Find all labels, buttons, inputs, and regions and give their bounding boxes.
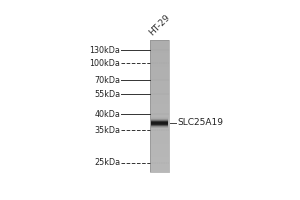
- Text: 40kDa: 40kDa: [94, 110, 120, 119]
- Bar: [150, 127, 169, 129]
- Bar: [150, 114, 169, 116]
- Text: 70kDa: 70kDa: [94, 76, 120, 85]
- Bar: [150, 106, 169, 108]
- Bar: [150, 57, 169, 58]
- Bar: [150, 78, 169, 80]
- Bar: [150, 111, 169, 113]
- Bar: [150, 109, 169, 111]
- Bar: [150, 80, 169, 81]
- Bar: [150, 124, 169, 126]
- Bar: [150, 155, 169, 157]
- Text: 35kDa: 35kDa: [94, 126, 120, 135]
- Bar: [150, 131, 169, 132]
- Bar: [150, 152, 169, 154]
- Bar: [150, 42, 169, 43]
- Bar: [150, 150, 169, 152]
- Bar: [150, 160, 169, 162]
- Text: 100kDa: 100kDa: [89, 59, 120, 68]
- Bar: [150, 98, 169, 99]
- Bar: [150, 52, 169, 53]
- Bar: [150, 146, 169, 147]
- Bar: [150, 104, 169, 106]
- Bar: [150, 67, 169, 68]
- Bar: [150, 60, 169, 62]
- Bar: [150, 40, 169, 172]
- Bar: [150, 43, 169, 45]
- Bar: [150, 75, 169, 76]
- Bar: [150, 99, 169, 101]
- Bar: [150, 90, 169, 91]
- Bar: [150, 45, 169, 47]
- Bar: [150, 118, 169, 119]
- Bar: [150, 159, 169, 160]
- Bar: [150, 58, 169, 60]
- Bar: [150, 169, 169, 170]
- Bar: [150, 108, 169, 109]
- Bar: [150, 86, 169, 88]
- Bar: [150, 91, 169, 93]
- Bar: [150, 162, 169, 164]
- Text: SLC25A19: SLC25A19: [177, 118, 223, 127]
- Bar: [150, 116, 169, 118]
- Bar: [150, 132, 169, 134]
- Bar: [150, 53, 169, 55]
- Bar: [150, 157, 169, 159]
- Text: 55kDa: 55kDa: [94, 90, 120, 99]
- Bar: [150, 55, 169, 57]
- Bar: [150, 126, 169, 127]
- Bar: [150, 141, 169, 142]
- Text: 130kDa: 130kDa: [89, 46, 120, 55]
- Bar: [150, 68, 169, 70]
- Bar: [150, 94, 169, 96]
- Text: HT-29: HT-29: [147, 13, 172, 38]
- Bar: [150, 113, 169, 114]
- Bar: [150, 134, 169, 136]
- Bar: [150, 83, 169, 85]
- Bar: [150, 70, 169, 71]
- Bar: [150, 93, 169, 94]
- Bar: [150, 122, 169, 124]
- Bar: [150, 139, 169, 141]
- Bar: [150, 165, 169, 167]
- Bar: [150, 96, 169, 98]
- Bar: [150, 129, 169, 131]
- Bar: [150, 103, 169, 104]
- Bar: [150, 88, 169, 90]
- Bar: [150, 142, 169, 144]
- Text: 25kDa: 25kDa: [94, 158, 120, 167]
- Bar: [150, 63, 169, 65]
- Bar: [150, 149, 169, 150]
- Bar: [150, 137, 169, 139]
- Bar: [150, 40, 169, 42]
- Bar: [150, 81, 169, 83]
- Bar: [150, 71, 169, 73]
- Bar: [150, 136, 169, 137]
- Bar: [150, 119, 169, 121]
- Bar: [150, 47, 169, 48]
- Bar: [150, 48, 169, 50]
- Bar: [150, 167, 169, 169]
- Bar: [150, 164, 169, 165]
- Bar: [150, 50, 169, 52]
- Bar: [150, 121, 169, 122]
- Bar: [150, 73, 169, 75]
- Bar: [150, 76, 169, 78]
- Bar: [150, 170, 169, 172]
- Bar: [150, 147, 169, 149]
- Bar: [150, 154, 169, 155]
- Bar: [150, 101, 169, 103]
- Bar: [150, 65, 169, 67]
- Bar: [150, 62, 169, 63]
- Bar: [150, 85, 169, 86]
- Bar: [150, 144, 169, 146]
